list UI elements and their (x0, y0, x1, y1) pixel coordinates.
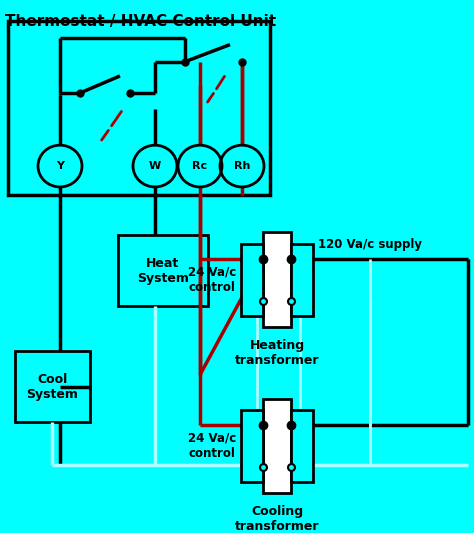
Bar (118, 236, 208, 306)
Text: Cooling
transformer: Cooling transformer (235, 505, 319, 533)
Bar (241, 410, 263, 482)
Text: Rc: Rc (192, 161, 208, 171)
Bar (241, 244, 263, 316)
Bar (263, 232, 291, 327)
Text: 24 Va/c
control: 24 Va/c control (188, 266, 236, 294)
Text: 24 Va/c
control: 24 Va/c control (188, 432, 236, 460)
Text: 120 Va/c supply: 120 Va/c supply (318, 238, 422, 251)
Bar (291, 244, 313, 316)
Bar (15, 351, 90, 422)
Text: W: W (149, 161, 161, 171)
Text: Rh: Rh (234, 161, 250, 171)
Bar (291, 410, 313, 482)
Text: Cool
System: Cool System (27, 373, 78, 401)
Text: Y: Y (56, 161, 64, 171)
Text: Heating
transformer: Heating transformer (235, 339, 319, 367)
Text: Thermostat / HVAC Control Unit: Thermostat / HVAC Control Unit (5, 14, 276, 29)
Bar (263, 399, 291, 494)
Text: Heat
System: Heat System (137, 257, 189, 285)
Bar (8, 21, 270, 195)
